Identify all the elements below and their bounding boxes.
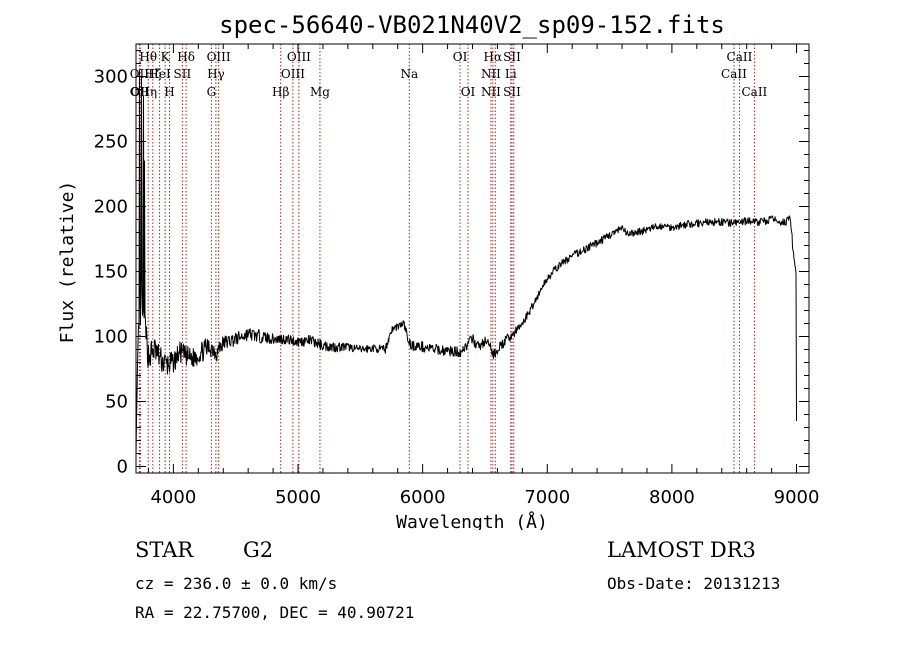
spectral-line-label: Li — [505, 67, 517, 81]
x-tick-label: 6000 — [400, 487, 446, 508]
y-tick-label: 0 — [117, 457, 128, 478]
spectral-line-label: Na — [400, 67, 418, 81]
spectral-line-label: Hβ — [272, 85, 289, 99]
spectral-line-label: NII — [481, 67, 501, 81]
y-tick-label: 50 — [105, 392, 128, 413]
spectral-line-label: Hθ — [139, 50, 157, 64]
obs-date: Obs-Date: 20131213 — [607, 574, 781, 593]
object-class: STAR — [135, 538, 194, 562]
x-tick-label: 5000 — [275, 487, 321, 508]
spectral-line-label: H — [164, 85, 174, 99]
spectral-line-label: Hα — [484, 50, 503, 64]
spectral-line-label: SII — [503, 50, 521, 64]
spectral-line-labels: OIIOIIOIIHθHηHζHeIKHSIIHδGHγOIIIHβOIIIOI… — [130, 50, 768, 99]
survey-name: LAMOST DR3 — [607, 538, 756, 562]
y-tick-label: 300 — [94, 67, 128, 88]
chart-title: spec-56640-VB021N40V2_sp09-152.fits — [219, 11, 725, 39]
x-tick-label: 4000 — [150, 487, 196, 508]
spectral-line-label: NII — [481, 85, 501, 99]
spectral-subclass: G2 — [243, 538, 274, 562]
spectral-line-label: OIII — [287, 50, 311, 64]
y-tick-label: 250 — [94, 132, 128, 153]
spectral-line-label: OI — [461, 85, 476, 99]
spectral-line-label: CaII — [727, 50, 753, 64]
y-tick-label: 100 — [94, 327, 128, 348]
spectral-line-label: CaII — [741, 85, 767, 99]
redshift-cz: cz = 236.0 ± 0.0 km/s — [135, 574, 338, 593]
spectral-line-label: Hζ — [144, 67, 161, 81]
plot-frame — [135, 43, 810, 474]
spectrum-line — [135, 69, 797, 458]
spectral-line-label: CaII — [721, 67, 747, 81]
spectral-line-label: SII — [174, 67, 192, 81]
x-tick-label: 9000 — [774, 487, 820, 508]
x-axis-ticks: 4000 5000 6000 7000 8000 9000 — [147, 44, 820, 508]
spectral-line-label: G — [207, 85, 217, 99]
spectral-line-label: K — [161, 50, 171, 64]
spectral-line-label: OII — [131, 85, 151, 99]
coordinates: RA = 22.75700, DEC = 40.90721 — [135, 603, 415, 622]
y-axis-label: Flux (relative) — [57, 181, 78, 344]
spectral-line-label: OI — [453, 50, 468, 64]
y-tick-label: 150 — [94, 262, 128, 283]
spectral-line-label: Mg — [310, 85, 330, 99]
spectral-line-label: OIII — [207, 50, 231, 64]
spectral-line-label: Hη — [139, 85, 157, 99]
x-tick-label: 8000 — [649, 487, 695, 508]
spectral-line-label: Hδ — [177, 50, 195, 64]
spectral-line-label: HeI — [148, 67, 171, 81]
spectral-line-label: SII — [503, 85, 521, 99]
spectral-line-markers — [138, 44, 755, 473]
spectral-line-label: Hγ — [207, 67, 225, 81]
spectrum-chart: spec-56640-VB021N40V2_sp09-152.fits OII O… — [57, 11, 820, 530]
x-tick-label: 7000 — [524, 487, 570, 508]
y-tick-label: 200 — [94, 197, 128, 218]
x-axis-label: Wavelength (Å) — [396, 511, 548, 530]
spectral-line-label: OIII — [281, 67, 305, 81]
y-axis-ticks: 0 50 100 150 200 250 300 — [94, 50, 809, 478]
